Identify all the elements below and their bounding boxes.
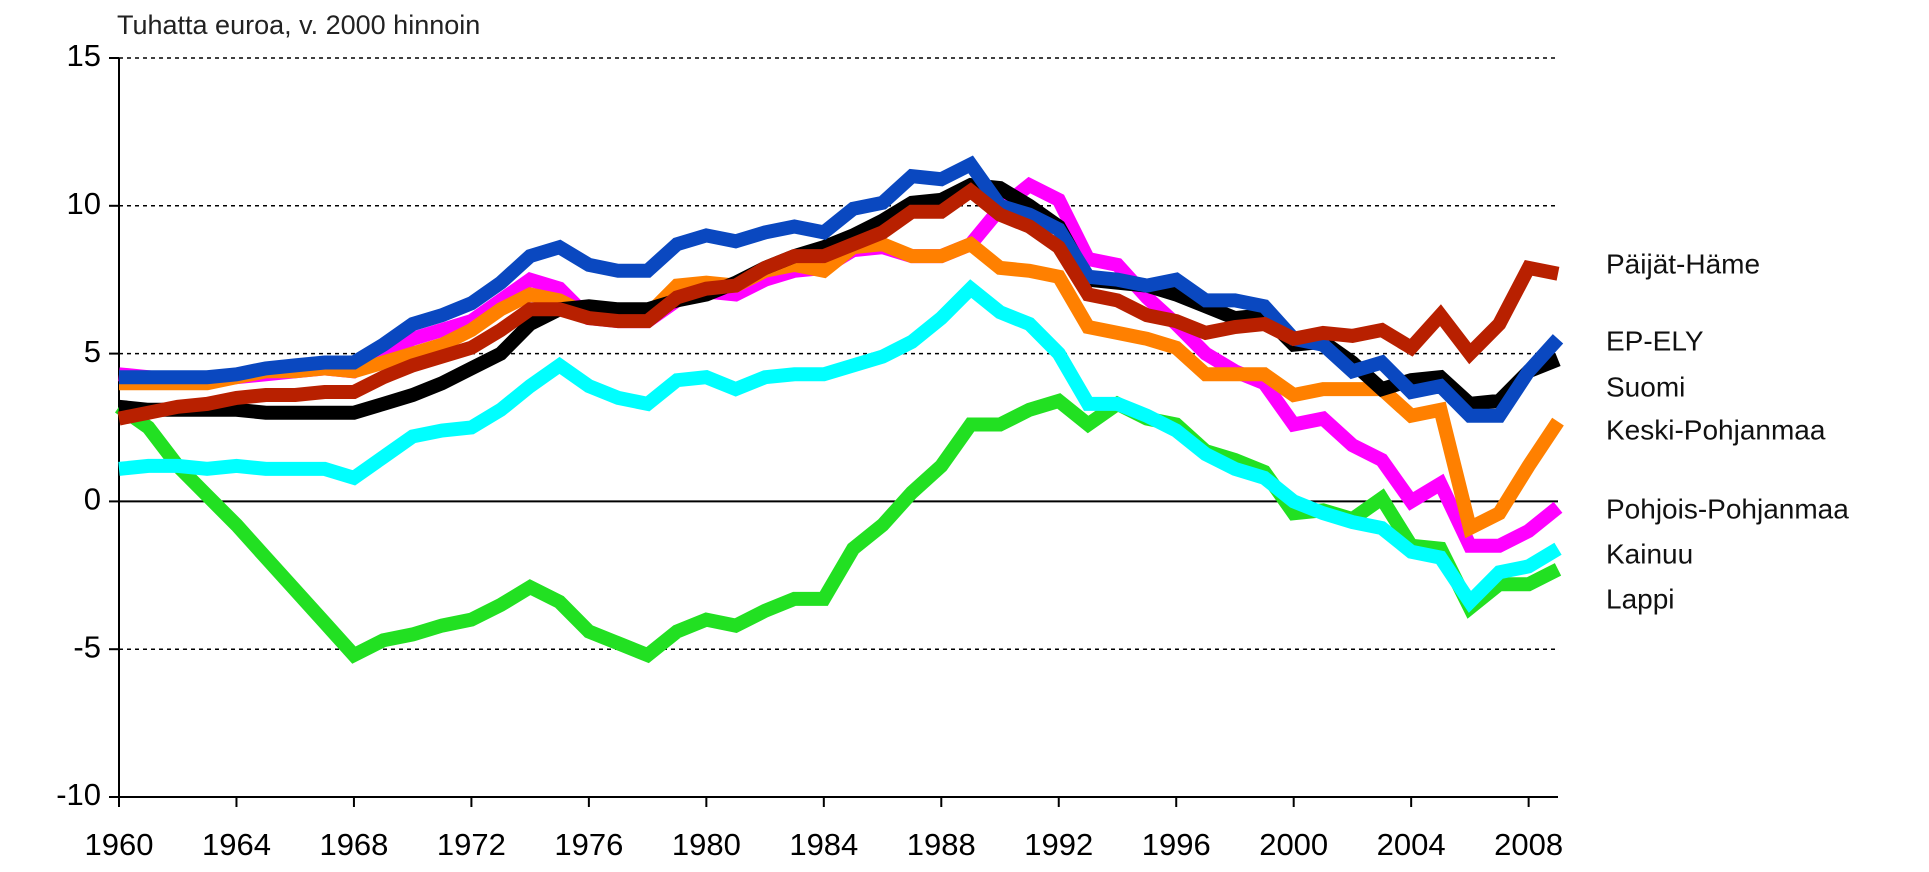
x-tick-label: 1996	[1142, 827, 1211, 862]
legend-label: Lappi	[1606, 583, 1675, 614]
y-tick-label: 15	[67, 38, 101, 73]
chart-subtitle: Tuhatta euroa, v. 2000 hinnoin	[117, 10, 480, 40]
x-tick-label: 1960	[85, 827, 154, 862]
x-tick-label: 1972	[437, 827, 506, 862]
y-tick-label: -10	[56, 777, 101, 812]
legend-label: Keski-Pohjanmaa	[1606, 414, 1826, 445]
x-tick-label: 1968	[319, 827, 388, 862]
legend-label: Pohjois-Pohjanmaa	[1606, 493, 1849, 524]
x-tick-label: 1984	[789, 827, 858, 862]
legend-label: Suomi	[1606, 371, 1685, 402]
legend-label: EP-ELY	[1606, 325, 1704, 356]
legend-label: Päijät-Häme	[1606, 248, 1760, 279]
x-tick-label: 2000	[1259, 827, 1328, 862]
x-tick-label: 1988	[907, 827, 976, 862]
series-line	[119, 236, 1564, 539]
y-tick-label: 0	[84, 482, 101, 517]
x-tick-label: 1992	[1024, 827, 1093, 862]
y-tick-label: 10	[67, 186, 101, 221]
x-tick-label: 1976	[554, 827, 623, 862]
series-line	[119, 155, 1564, 423]
x-tick-label: 2004	[1377, 827, 1446, 862]
x-tick-label: 1980	[672, 827, 741, 862]
legend-label: Kainuu	[1606, 538, 1693, 569]
x-tick-label: 2008	[1494, 827, 1563, 862]
series-line	[117, 182, 1560, 426]
x-tick-label: 1964	[202, 827, 271, 862]
y-tick-label: -5	[73, 629, 101, 664]
series-line	[118, 279, 1562, 613]
y-tick-label: 5	[84, 334, 101, 369]
